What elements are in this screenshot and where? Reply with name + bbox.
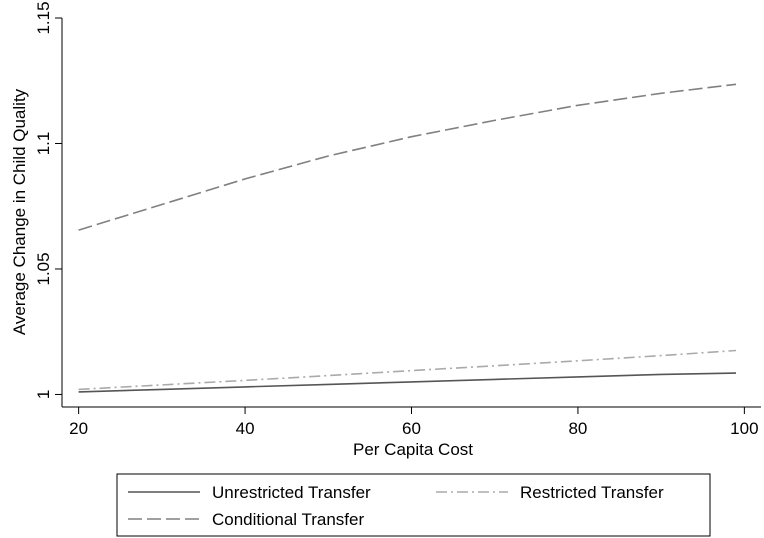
x-tick-label: 20 (69, 419, 88, 438)
y-tick-label: 1 (34, 390, 53, 399)
legend-label: Restricted Transfer (520, 483, 664, 502)
plot-area (62, 18, 761, 407)
x-tick-label: 60 (402, 419, 421, 438)
series-line-restricted-transfer (78, 349, 737, 391)
x-tick-label: 40 (236, 419, 255, 438)
x-tick-label: 100 (730, 419, 758, 438)
legend-label: Unrestricted Transfer (212, 483, 371, 502)
y-axis-title: Average Change in Child Quality (10, 88, 29, 335)
x-axis-title: Per Capita Cost (353, 440, 473, 459)
legend-box (116, 473, 711, 537)
y-tick-label: 1.1 (34, 132, 53, 156)
x-axis-ticks: 20 40 60 80 100 (69, 407, 759, 438)
x-tick-label: 80 (568, 419, 587, 438)
y-tick-label: 1.15 (34, 1, 53, 34)
series-line-conditional-transfer (78, 83, 737, 231)
legend-label: Conditional Transfer (212, 510, 364, 529)
y-tick-label: 1.05 (34, 252, 53, 285)
series-lines (78, 83, 737, 393)
legend: Unrestricted Transfer Restricted Transfer… (116, 473, 711, 537)
series-line-unrestricted-transfer (78, 372, 737, 393)
y-axis-ticks: 1 1.05 1.1 1.15 (34, 1, 62, 399)
